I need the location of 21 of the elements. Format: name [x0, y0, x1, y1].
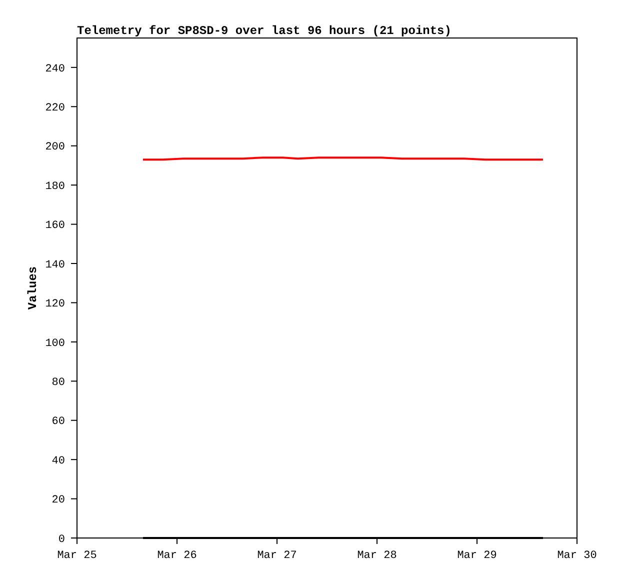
y-tick-label: 100 — [45, 338, 65, 350]
chart-title: Telemetry for SP8SD-9 over last 96 hours (21 points) — [77, 24, 452, 38]
y-tick-label: 120 — [45, 298, 65, 311]
y-tick-label: 60 — [52, 416, 65, 428]
y-axis-title: Values — [26, 266, 40, 310]
x-tick-label: Mar 27 — [257, 550, 297, 562]
y-tick-label: 220 — [45, 102, 65, 114]
y-tick-label: 0 — [58, 534, 65, 546]
y-tick-label: 40 — [52, 455, 65, 468]
y-tick-label: 160 — [45, 220, 65, 232]
x-tick-label: Mar 28 — [357, 550, 397, 562]
x-tick-label: Mar 26 — [157, 550, 197, 562]
y-tick-label: 240 — [45, 63, 65, 76]
y-tick-label: 80 — [52, 376, 65, 389]
x-tick-label: Mar 30 — [557, 550, 597, 562]
y-tick-label: 200 — [45, 142, 65, 154]
x-tick-label: Mar 25 — [57, 550, 97, 562]
y-tick-label: 20 — [52, 494, 65, 507]
y-tick-label: 140 — [45, 259, 65, 272]
y-tick-label: 180 — [45, 180, 65, 193]
x-tick-label: Mar 29 — [457, 550, 497, 562]
